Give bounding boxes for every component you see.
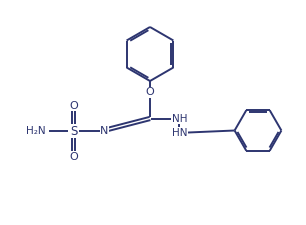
- Text: N: N: [100, 126, 109, 136]
- Text: NH: NH: [172, 113, 187, 124]
- Text: O: O: [69, 152, 78, 162]
- Text: O: O: [146, 87, 154, 97]
- Text: S: S: [70, 125, 77, 138]
- Text: H₂N: H₂N: [26, 126, 46, 136]
- Text: HN: HN: [172, 128, 187, 138]
- Text: O: O: [69, 101, 78, 111]
